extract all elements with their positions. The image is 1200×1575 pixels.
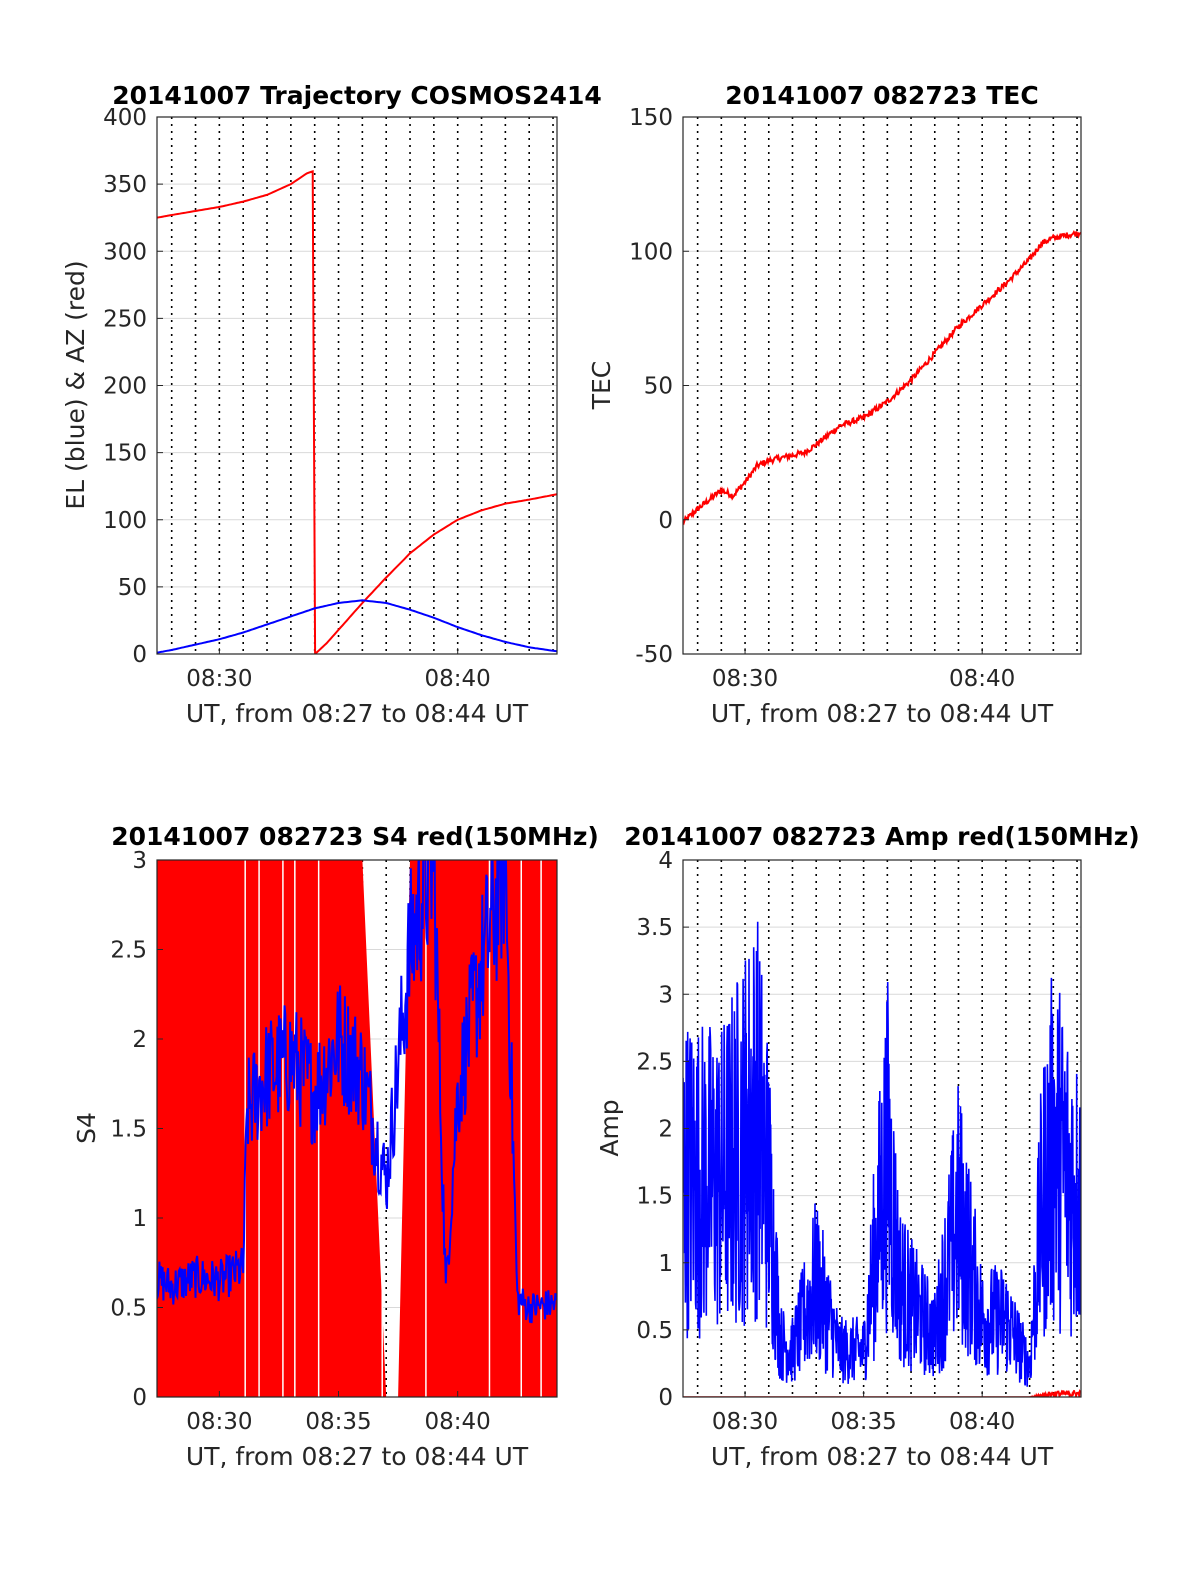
panel-3-ytick-label: 0.5	[636, 1318, 673, 1344]
panel-s4: 0 0.5 1 1.5 2 2.5 3 08:30 08:35 08:40 20141007 0…	[72, 822, 599, 1471]
panel-2-series-1	[157, 860, 557, 1324]
panel-1-ytick-label: 100	[629, 239, 673, 265]
panel-2-ytick-label: 1.5	[110, 1117, 147, 1143]
panel-2-xticks: 08:30 08:35 08:40	[186, 1391, 491, 1435]
panel-0-grid	[157, 117, 557, 654]
panel-3-title: 20141007 082723 Amp red(150MHz)	[624, 822, 1140, 851]
panel-3-ytick-label: 1	[658, 1251, 673, 1277]
panel-1-ytick-label: 50	[644, 374, 673, 400]
panel-1-xlabel: UT, from 08:27 to 08:44 UT	[711, 699, 1054, 728]
panel-0-ytick-label: 300	[103, 239, 147, 265]
panel-3-series-0	[683, 921, 1081, 1387]
panel-3-plot	[683, 921, 1081, 1397]
panel-3-ytick-label: 3	[658, 982, 673, 1008]
panel-2-ytick-label: 2	[132, 1027, 147, 1053]
panel-0-ytick-label: 250	[103, 306, 147, 332]
panel-1-ytick-label: 150	[629, 105, 673, 131]
panel-2-ytick-label: 2.5	[110, 938, 147, 964]
panel-1-grid	[683, 117, 1081, 654]
panel-1-ylabel: TEC	[587, 361, 616, 411]
panel-2-xtick-label: 08:40	[425, 1409, 491, 1435]
panel-0-ylabel: EL (blue) & AZ (red)	[61, 260, 90, 509]
panel-1-yticks: -50 0 50 100 150	[629, 105, 689, 668]
panel-2-ylabel: S4	[72, 1112, 101, 1144]
panel-0-ytick-label: 150	[103, 441, 147, 467]
panel-1-ytick-label: -50	[635, 642, 673, 668]
panel-2-title: 20141007 082723 S4 red(150MHz)	[111, 822, 599, 851]
panel-trajectory: 0 50 100 150 200 250 300 350 400 08:30 08:40 2014…	[61, 81, 602, 728]
panel-0-xlabel: UT, from 08:27 to 08:44 UT	[186, 699, 529, 728]
panel-0-plot	[157, 170, 557, 654]
panel-amp: 0 0.5 1 1.5 2 2.5 3 3.5 4 08:30 08:35 08:40 201410…	[595, 822, 1140, 1471]
panel-2-series-0	[157, 860, 557, 1397]
panel-0-series-1	[157, 599, 557, 654]
panel-2-ytick-label: 1	[132, 1206, 147, 1232]
panel-3-xtick-label: 08:30	[712, 1409, 778, 1435]
panel-3-xticks: 08:30 08:35 08:40	[712, 1391, 1015, 1435]
panel-0-yticks: 0 50 100 150 200 250 300 350 400	[103, 105, 163, 668]
panel-0-xticks: 08:30 08:40	[186, 648, 491, 692]
panel-0-series-0	[157, 170, 557, 654]
panel-2-ytick-label: 3	[132, 848, 147, 874]
panel-2-xtick-label: 08:30	[186, 1409, 252, 1435]
panel-1-title: 20141007 082723 TEC	[725, 81, 1038, 110]
panel-1-xticks: 08:30 08:40	[712, 648, 1015, 692]
panel-2-plot	[157, 860, 557, 1397]
panel-3-ytick-label: 0	[658, 1385, 673, 1411]
panel-0-ytick-label: 350	[103, 172, 147, 198]
panel-1-series-0	[683, 230, 1081, 526]
panel-3-xlabel: UT, from 08:27 to 08:44 UT	[711, 1442, 1054, 1471]
panel-3-xtick-label: 08:40	[949, 1409, 1015, 1435]
panel-2-xtick-label: 08:35	[305, 1409, 371, 1435]
panel-3-series-1	[683, 1389, 1081, 1397]
panel-0-ytick-label: 400	[103, 105, 147, 131]
panel-2-ytick-label: 0.5	[110, 1296, 147, 1322]
panel-0-ytick-label: 50	[118, 575, 147, 601]
panel-2-yticks: 0 0.5 1 1.5 2 2.5 3	[110, 848, 163, 1411]
panel-3-ytick-label: 1.5	[636, 1184, 673, 1210]
panel-3-yticks: 0 0.5 1 1.5 2 2.5 3 3.5 4	[636, 848, 689, 1411]
panel-0-title: 20141007 Trajectory COSMOS2414	[112, 81, 602, 110]
panel-3-ytick-label: 2	[658, 1117, 673, 1143]
panel-0-xtick-label: 08:30	[186, 666, 252, 692]
panel-0-ytick-label: 0	[132, 642, 147, 668]
panel-3-ylabel: Amp	[595, 1099, 624, 1156]
panel-0-ytick-label: 100	[103, 508, 147, 534]
panel-3-xtick-label: 08:35	[830, 1409, 896, 1435]
panel-tec: -50 0 50 100 150 08:30 08:40 20141007 082723 …	[587, 81, 1082, 728]
panel-0-xtick-label: 08:40	[425, 666, 491, 692]
panel-0-ytick-label: 200	[103, 374, 147, 400]
panel-1-xtick-label: 08:40	[949, 666, 1015, 692]
panel-3-ytick-label: 2.5	[636, 1049, 673, 1075]
panel-3-ytick-label: 3.5	[636, 915, 673, 941]
panel-1-plot	[683, 230, 1081, 526]
panel-2-ytick-label: 0	[132, 1385, 147, 1411]
panel-1-ytick-label: 0	[658, 508, 673, 534]
panel-2-xlabel: UT, from 08:27 to 08:44 UT	[186, 1442, 529, 1471]
panel-1-xtick-label: 08:30	[712, 666, 778, 692]
panel-3-ytick-label: 4	[658, 848, 673, 874]
